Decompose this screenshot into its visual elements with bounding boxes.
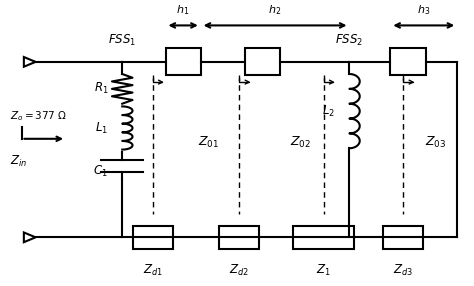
Text: $Z_{d1}$: $Z_{d1}$ bbox=[143, 263, 163, 278]
Bar bbox=[293, 226, 354, 249]
Text: $Z_{d3}$: $Z_{d3}$ bbox=[393, 263, 413, 278]
Text: $Z_{03}$: $Z_{03}$ bbox=[426, 135, 447, 150]
Bar bbox=[245, 48, 280, 76]
Text: $Z_o= 377\ \Omega$: $Z_o= 377\ \Omega$ bbox=[10, 109, 67, 123]
Text: $Z_{02}$: $Z_{02}$ bbox=[290, 135, 311, 150]
Text: $R_1$: $R_1$ bbox=[93, 81, 108, 96]
Bar bbox=[383, 226, 423, 249]
Bar bbox=[165, 48, 201, 76]
Text: $Z_1$: $Z_1$ bbox=[316, 263, 331, 278]
Text: $Z_{in}$: $Z_{in}$ bbox=[10, 154, 27, 169]
Bar bbox=[219, 226, 259, 249]
Text: $Z_{d2}$: $Z_{d2}$ bbox=[229, 263, 249, 278]
Polygon shape bbox=[24, 233, 36, 242]
Text: $FSS_2$: $FSS_2$ bbox=[336, 33, 364, 48]
Text: $FSS_1$: $FSS_1$ bbox=[108, 33, 137, 48]
Text: $h_1$: $h_1$ bbox=[176, 3, 190, 17]
Polygon shape bbox=[24, 57, 36, 67]
Bar bbox=[391, 48, 426, 76]
Text: $Z_{01}$: $Z_{01}$ bbox=[198, 135, 219, 150]
Text: $L_1$: $L_1$ bbox=[95, 120, 108, 136]
Text: $h_2$: $h_2$ bbox=[268, 3, 282, 17]
Text: $L_2$: $L_2$ bbox=[322, 104, 336, 119]
Text: $C_1$: $C_1$ bbox=[93, 164, 108, 179]
Bar bbox=[133, 226, 173, 249]
Text: $h_3$: $h_3$ bbox=[417, 3, 430, 17]
